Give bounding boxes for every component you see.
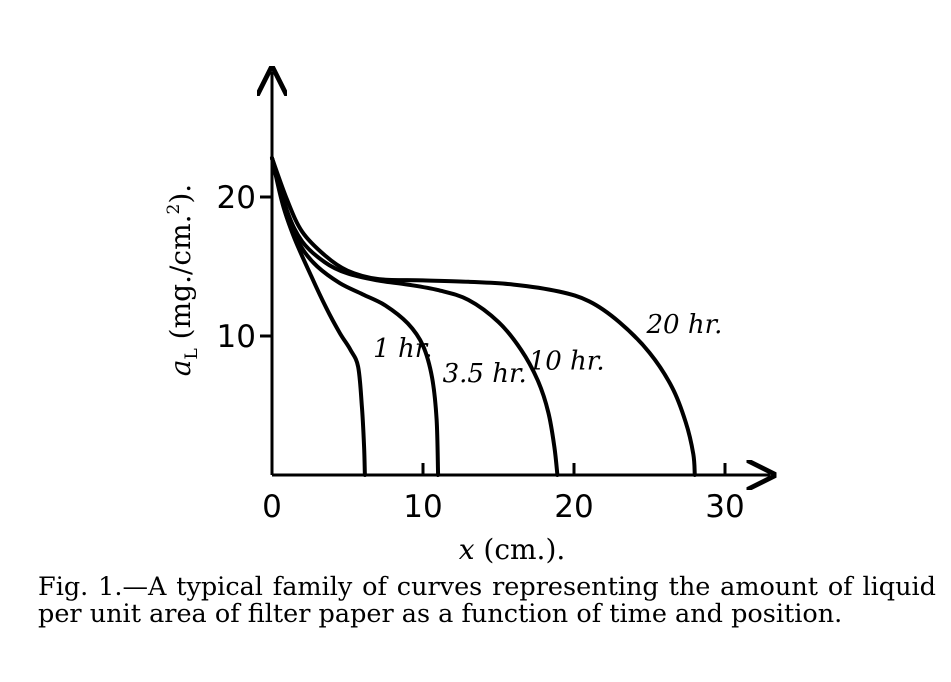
y-axis-title-subscript: L — [182, 348, 202, 359]
chart-canvas: 0 10 20 30 10 20 x (cm.). aL (mg./cm.2). 1 hr. 3… — [164, 0, 951, 566]
x-axis-title-var: x — [459, 533, 475, 566]
series-label-1hr: 1 hr. — [373, 334, 432, 364]
series-group — [270, 156, 697, 477]
y-axis-title-tail: ). — [164, 184, 197, 204]
y-axis-title-unit: (mg./cm. — [164, 214, 197, 348]
y-axis-title: aL (mg./cm.2). — [164, 184, 202, 376]
x-tick-label: 0 — [262, 489, 282, 525]
y-axis-title-superscript: 2 — [164, 204, 184, 215]
x-tick-label: 20 — [554, 489, 593, 525]
x-axis-title: x (cm.). — [459, 533, 566, 566]
series-label-3-5hr: 3.5 hr. — [443, 359, 527, 389]
labels-group: 1 hr. 3.5 hr. 10 hr. 20 hr. — [373, 310, 722, 389]
axes: 0 10 20 30 10 20 x (cm.). aL (mg./cm.2). — [164, 72, 770, 566]
x-tick-label: 30 — [705, 489, 744, 525]
y-tick-label: 20 — [217, 180, 256, 216]
x-axis-title-unit: (cm.). — [475, 533, 566, 566]
series-label-10hr: 10 hr. — [529, 346, 605, 376]
figure-caption: Fig. 1.—A typical family of curves repre… — [38, 572, 936, 629]
series-line-20hr — [270, 156, 697, 477]
series-line-3-5hr — [270, 156, 441, 477]
y-tick-label: 10 — [217, 319, 256, 355]
series-line-10hr — [270, 156, 560, 477]
x-tick-label: 10 — [403, 489, 442, 525]
y-axis-title-symbol: a — [164, 360, 197, 377]
series-label-20hr: 20 hr. — [645, 310, 722, 340]
